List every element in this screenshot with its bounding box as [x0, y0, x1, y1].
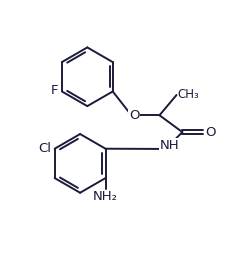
Text: NH: NH — [159, 139, 179, 152]
Text: Cl: Cl — [38, 142, 51, 155]
Text: O: O — [129, 109, 139, 122]
Text: CH₃: CH₃ — [178, 88, 199, 102]
Text: NH₂: NH₂ — [93, 190, 118, 203]
Text: O: O — [206, 126, 216, 139]
Text: F: F — [51, 84, 58, 97]
